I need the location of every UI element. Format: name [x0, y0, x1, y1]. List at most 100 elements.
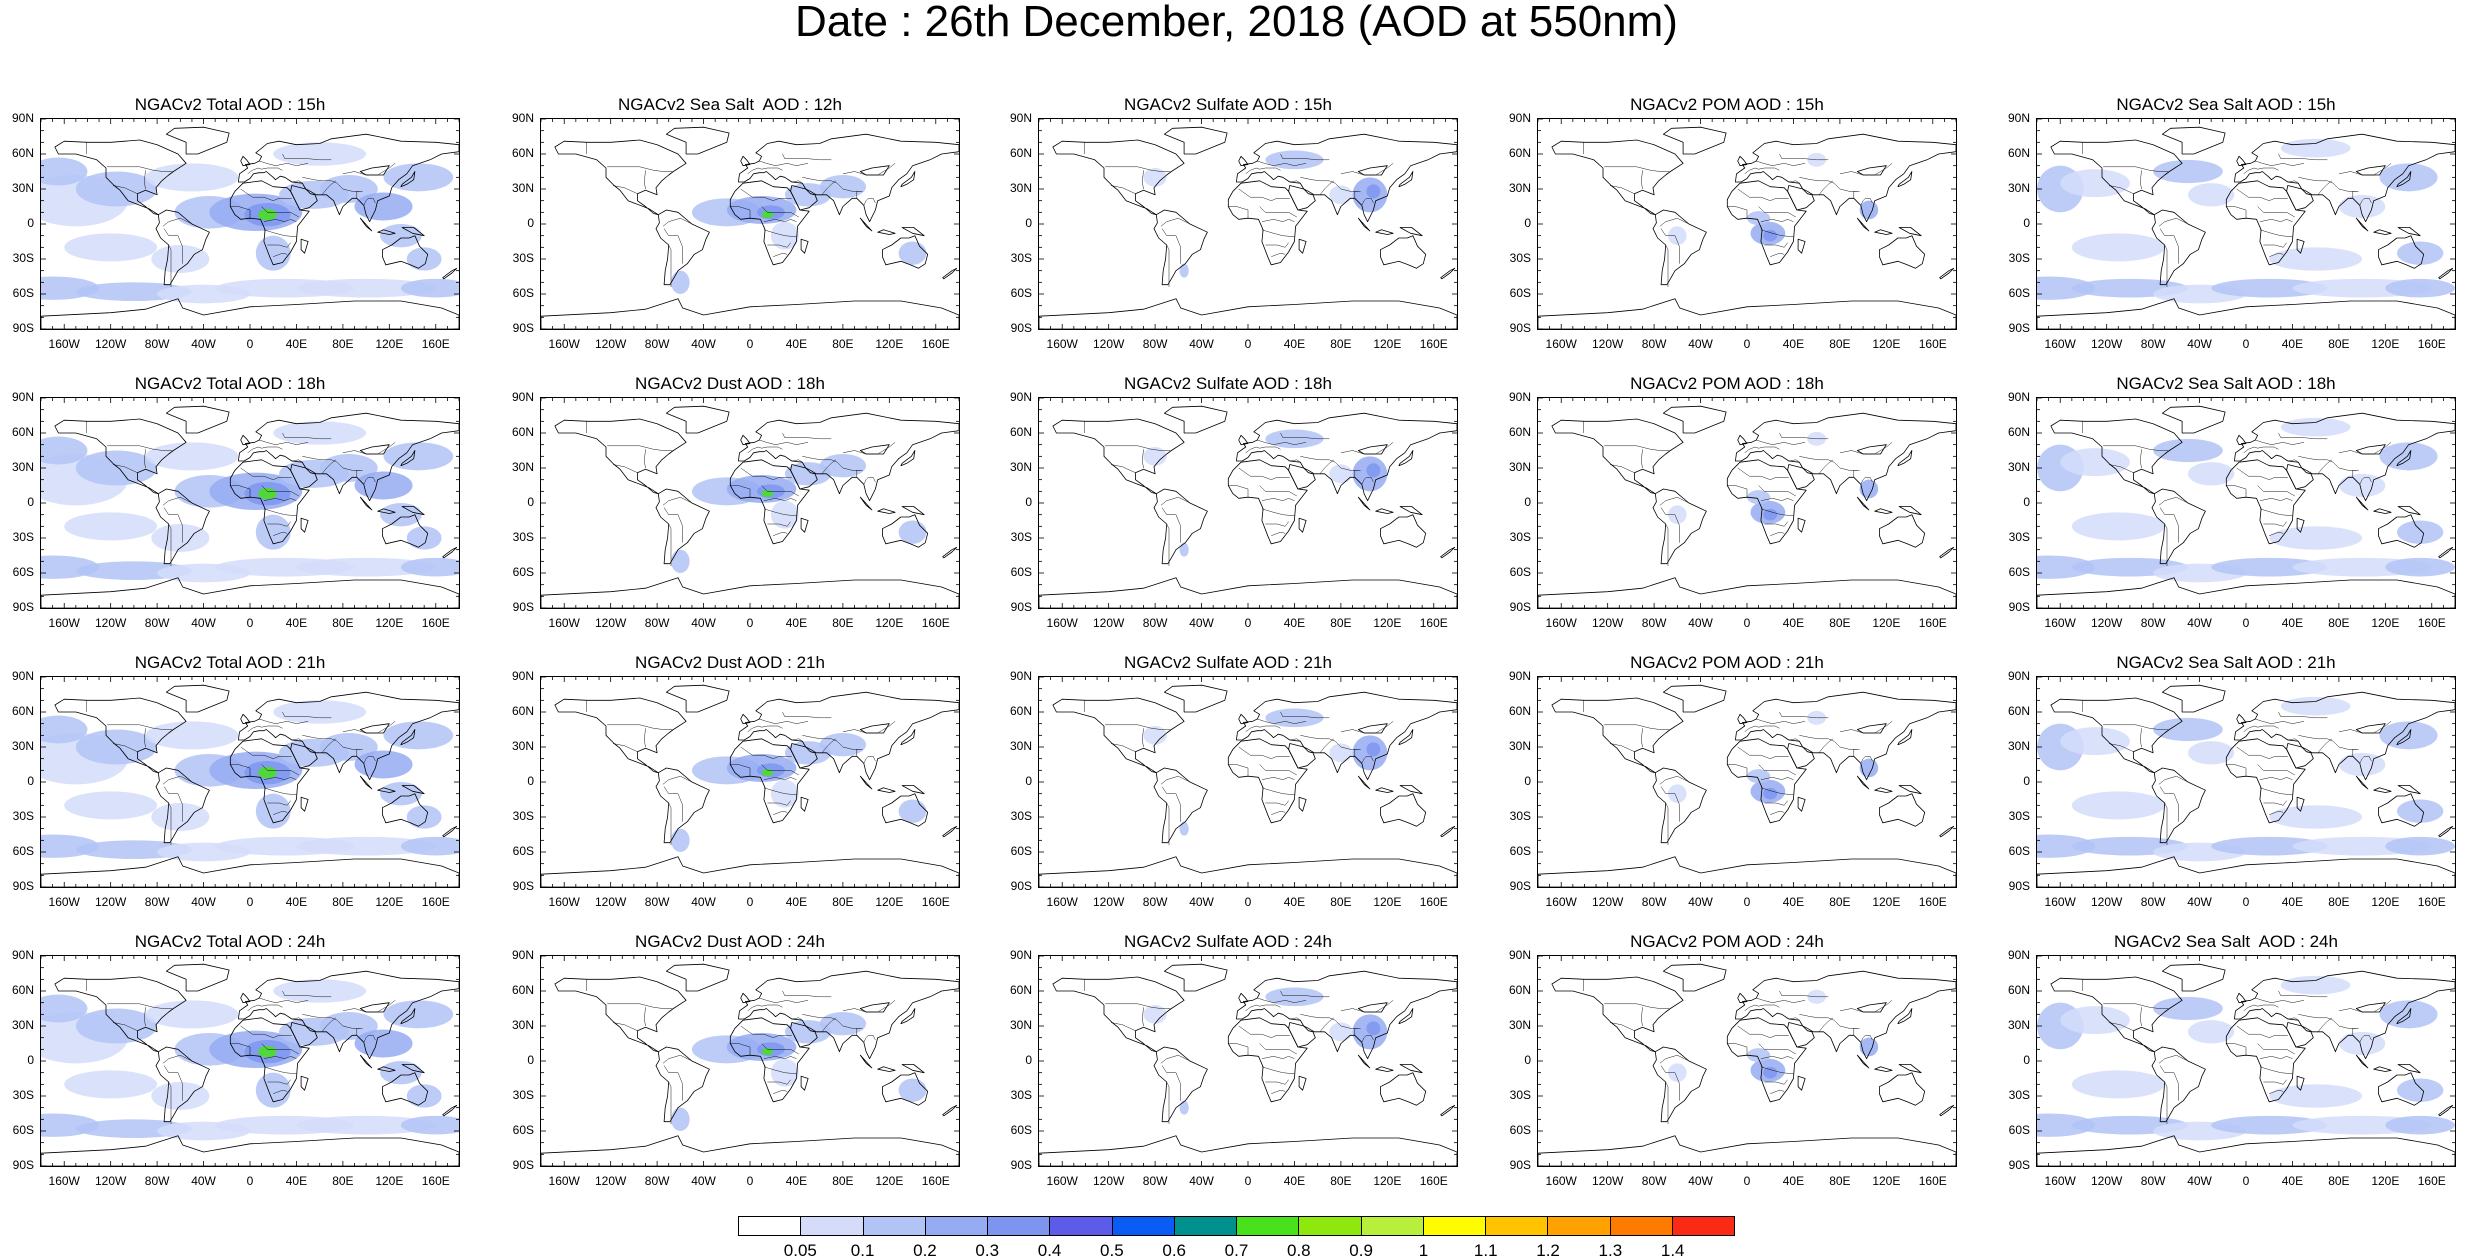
- longitude-label: 160W: [1046, 337, 1078, 351]
- country-border: [863, 477, 876, 485]
- country-border: [1779, 432, 1829, 440]
- coastline: [859, 165, 890, 176]
- longitude-label: 160W: [48, 1174, 80, 1188]
- country-border: [247, 1004, 283, 1011]
- country-border: [2269, 531, 2284, 536]
- latitude-label: 0: [527, 774, 534, 788]
- panel-title: NGACv2 Sulfate AOD : 15h: [1124, 95, 1332, 114]
- coastline: [1898, 506, 1922, 516]
- colorbar-label: 1.1: [1473, 1241, 1498, 1260]
- coastline: [1164, 405, 1228, 434]
- longitude-label: 0: [1743, 895, 1751, 909]
- aod-contour-region: [761, 1048, 774, 1056]
- coastline: [1551, 139, 1684, 216]
- country-border: [144, 728, 146, 748]
- latitude-label: 60N: [11, 983, 34, 997]
- coastline: [2296, 1075, 2305, 1091]
- coastline: [1164, 126, 1228, 155]
- latitude-label: 90S: [512, 600, 534, 614]
- coastline: [729, 180, 810, 266]
- longitude-label: 0: [1244, 895, 1252, 909]
- country-border: [230, 485, 251, 498]
- country-border: [1760, 219, 1794, 222]
- coastline: [377, 787, 396, 793]
- country-border: [791, 738, 806, 748]
- country-border: [1760, 498, 1794, 501]
- coastline: [740, 713, 751, 725]
- coastline: [2233, 412, 2455, 502]
- country-border: [2317, 1017, 2333, 1032]
- map-panel: NGACv2 Sulfate AOD : 24h 90N 60N 30N 0 30S 60S…: [998, 927, 1458, 1197]
- world-map: [1538, 119, 1956, 329]
- axis-ticks: [41, 398, 459, 608]
- latitude-label: 90S: [1509, 321, 1531, 335]
- country-border: [1319, 180, 1335, 195]
- longitude-label: 120E: [2371, 895, 2400, 909]
- coastline: [1227, 738, 1308, 824]
- aod-contour-region: [2153, 717, 2223, 742]
- coastline: [155, 488, 210, 565]
- longitude-label: 120E: [1872, 1174, 1901, 1188]
- coastline: [900, 171, 916, 188]
- axis-ticks: [541, 119, 959, 329]
- coastline: [877, 1066, 896, 1072]
- longitude-label: 40E: [285, 1174, 308, 1188]
- country-border: [1853, 1028, 1860, 1036]
- coastline: [2438, 1104, 2454, 1117]
- country-border: [2255, 718, 2305, 724]
- latitude-label: 30S: [1010, 530, 1032, 544]
- coastline: [1551, 418, 1684, 495]
- country-border: [663, 507, 683, 543]
- country-border: [1839, 1000, 1893, 1013]
- longitude-label: 0: [246, 1174, 254, 1188]
- country-border: [1839, 442, 1893, 455]
- latitude-label: 60N: [11, 704, 34, 718]
- longitude-label: 120E: [1373, 1174, 1402, 1188]
- country-border: [1257, 997, 1307, 1003]
- longitude-label: 80E: [332, 895, 354, 909]
- country-border: [821, 1017, 837, 1032]
- coastline: [166, 126, 230, 155]
- coastline: [2355, 496, 2369, 511]
- map-panel: NGACv2 Total AOD : 15h 90N 60N 30N 0 30S 60S 90…: [0, 90, 460, 360]
- country-border: [662, 775, 693, 785]
- longitude-label: 40E: [2281, 616, 2304, 630]
- country-border: [1257, 718, 1307, 724]
- panel-title: NGACv2 Total AOD : 24h: [134, 932, 326, 951]
- longitude-label: 160E: [921, 337, 950, 351]
- country-border: [2243, 167, 2279, 174]
- latitude-label: 30N: [1009, 460, 1032, 474]
- country-border: [282, 990, 332, 998]
- coastline: [2377, 793, 2425, 827]
- country-border: [282, 432, 332, 440]
- country-border: [1744, 446, 1780, 453]
- country-border: [2287, 1017, 2302, 1027]
- aod-contour-region: [2071, 1070, 2165, 1099]
- map-frame: [40, 397, 460, 609]
- country-border: [291, 738, 306, 748]
- coastline: [1227, 459, 1308, 545]
- coastlines: [1538, 684, 1956, 887]
- country-border: [1660, 786, 1680, 822]
- country-border: [2352, 191, 2359, 199]
- longitude-label: 0: [1743, 616, 1751, 630]
- coastline: [554, 697, 687, 774]
- longitude-label: 80E: [1829, 616, 1851, 630]
- country-border: [1271, 1089, 1286, 1094]
- coastlines: [1538, 405, 1956, 608]
- country-border: [1361, 477, 1374, 485]
- country-border: [1319, 1017, 1335, 1032]
- axis-ticks: [41, 956, 459, 1166]
- latitude-label: 60N: [11, 425, 34, 439]
- country-border: [230, 206, 251, 219]
- longitude-label: 120E: [875, 1174, 904, 1188]
- longitude-label: 40E: [2281, 337, 2304, 351]
- latitude-label: 30N: [11, 181, 34, 195]
- coastline: [1164, 684, 1228, 713]
- country-border: [763, 498, 797, 501]
- coastlines: [541, 684, 959, 887]
- country-border: [747, 167, 783, 174]
- colorbar-label: 0.8: [1286, 1241, 1311, 1260]
- aod-contour-region: [2385, 278, 2455, 298]
- longitude-label: 120E: [2371, 337, 2400, 351]
